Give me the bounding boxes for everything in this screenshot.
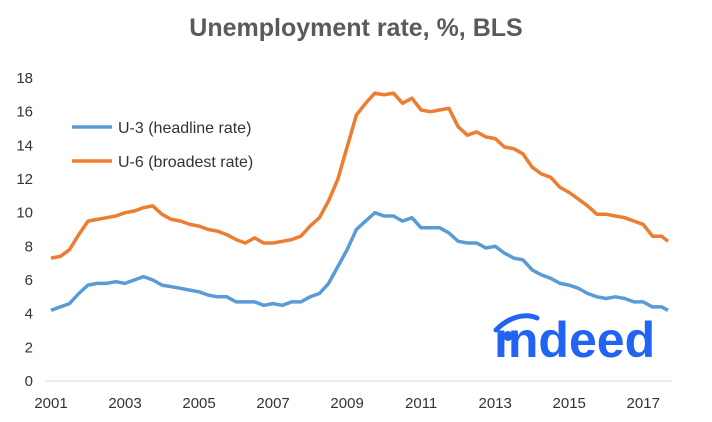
x-axis-ticks: 2001 2003 2005 2007 2009 2011 2013 2015 2017 xyxy=(34,395,660,412)
y-tick-label: 14 xyxy=(16,137,33,154)
x-tick-label: 2009 xyxy=(330,395,363,412)
y-tick-label: 4 xyxy=(25,306,33,323)
y-tick-label: 6 xyxy=(25,272,33,289)
y-tick-label: 18 xyxy=(16,70,33,87)
x-tick-label: 2015 xyxy=(553,395,586,412)
y-tick-label: 2 xyxy=(25,339,33,356)
svg-text:ındeed: ındeed xyxy=(494,312,655,368)
legend-label: U-6 (broadest rate) xyxy=(118,154,253,171)
series-line-u6 xyxy=(50,91,670,260)
x-tick-label: 2011 xyxy=(405,395,437,412)
y-tick-label: 12 xyxy=(16,171,33,188)
y-tick-label: 16 xyxy=(16,104,33,121)
y-tick-label: 10 xyxy=(16,205,33,222)
x-tick-label: 2007 xyxy=(256,395,289,412)
y-tick-label: 0 xyxy=(25,373,33,390)
series-line-u3 xyxy=(50,210,669,312)
x-tick-label: 2017 xyxy=(627,395,660,412)
x-tick-label: 2001 xyxy=(34,395,67,412)
x-tick-label: 2005 xyxy=(182,395,215,412)
indeed-logo: ındeed xyxy=(493,312,655,368)
y-tick-label: 8 xyxy=(25,238,33,255)
x-tick-label: 2003 xyxy=(108,395,141,412)
x-tick-label: 2013 xyxy=(478,395,511,412)
legend-label: U-3 (headline rate) xyxy=(118,120,251,137)
series-lines xyxy=(50,91,670,312)
y-axis-ticks: 0 2 4 6 8 10 12 14 16 18 xyxy=(16,70,33,390)
legend: U-3 (headline rate) U-6 (broadest rate) xyxy=(72,120,253,171)
chart-title: Unemployment rate, %, BLS xyxy=(189,14,523,42)
